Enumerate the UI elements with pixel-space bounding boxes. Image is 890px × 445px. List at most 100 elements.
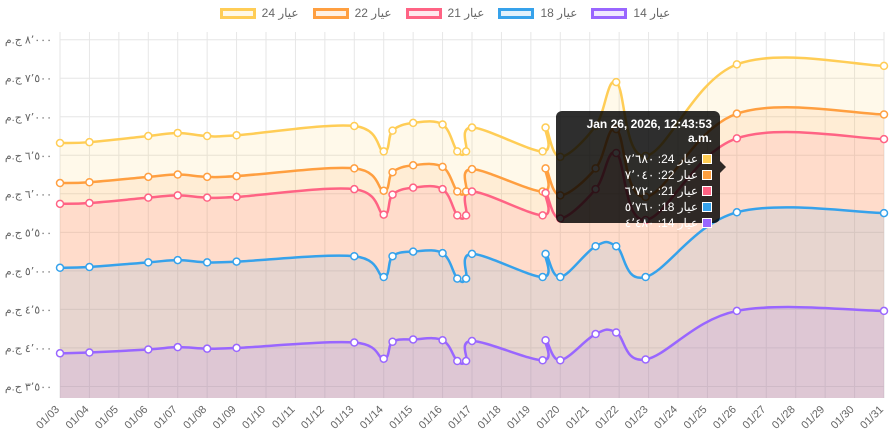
data-point [173,170,182,179]
data-point [388,167,397,177]
legend-swatch-18k [498,7,535,19]
x-tick-label: 01/29 [799,404,827,432]
legend-item-21k[interactable]: عيار 21 [405,6,484,20]
x-tick-label: 01/12 [299,404,327,432]
y-tick-label: ٧٬٥٠٠ ج.م [5,73,52,85]
data-point [591,241,600,251]
data-point [55,138,65,148]
data-point [232,192,241,202]
x-tick-label: 01/07 [152,404,180,432]
legend-item-18k[interactable]: عيار 18 [498,6,577,20]
data-point [232,131,241,140]
data-point [379,272,388,282]
data-point [461,356,471,366]
data-point [879,110,889,119]
y-axis: ٣٬٥٠٠ ج.م ٤٬٠٠٠ ج.م ٤٬٥٠٠ ج.م ٥٬٠٠٠ ج.م ٥٬٥٠… [5,35,52,394]
data-point [538,211,547,220]
data-point [732,134,742,143]
tooltip-color-box [702,170,712,180]
data-point [467,336,477,346]
legend-swatch-21k [405,7,442,19]
legend: عيار 24 عيار 22 عيار 21 عيار 18 عيار 14 [0,6,890,20]
data-point [611,241,621,251]
x-tick-label: 01/09 [211,404,239,432]
data-point [453,211,462,220]
data-point [541,335,550,345]
legend-swatch-24k [219,7,256,19]
data-point [438,335,447,345]
data-point [85,137,94,147]
data-point [453,274,462,283]
data-point [85,348,94,357]
data-point [202,344,212,353]
tooltip-row-label: عيار 21: ٦٬٧٢٠ [624,184,698,198]
data-point [879,306,889,316]
data-point [350,184,359,194]
y-tick-label: ٥٬٠٠٠ ج.م [5,266,52,278]
tooltip-row-label: عيار 18: ٥٬٧٦٠ [624,200,698,214]
data-point [438,248,447,258]
data-point [541,123,550,132]
data-point [350,251,359,261]
x-tick-label: 01/10 [240,404,268,432]
x-tick-label: 01/21 [564,404,592,432]
x-tick-label: 01/13 [328,404,356,432]
legend-item-24k[interactable]: عيار 24 [219,6,299,20]
data-point [461,274,471,283]
y-tick-label: ٦٬٥٠٠ ج.م [5,150,52,162]
data-point [879,208,889,218]
y-tick-label: ٨٬٠٠٠ ج.م [5,35,52,47]
legend-label-18k: عيار 18 [540,6,578,20]
legend-item-14k[interactable]: عيار 14 [591,6,670,20]
data-point [438,184,447,194]
x-tick-label: 01/28 [770,404,798,432]
data-point [55,349,65,358]
y-tick-label: ٣٬٥٠٠ ج.م [5,381,52,393]
y-tick-label: ٥٬٥٠٠ ج.م [5,227,52,239]
data-point [232,257,241,266]
data-point [379,354,388,363]
data-point [408,161,418,170]
data-point [611,77,621,87]
data-point [461,211,471,220]
data-point [538,272,547,282]
data-point [379,147,388,156]
data-point [350,164,359,173]
data-point [541,164,550,173]
x-tick-label: 01/31 [858,404,886,432]
data-point [202,258,212,267]
tooltip-color-box [702,218,712,228]
legend-item-22k[interactable]: عيار 22 [312,6,392,20]
data-point [732,306,742,316]
data-point [232,171,241,181]
legend-label-22k: عيار 22 [354,6,392,20]
data-point [350,121,359,131]
tooltip-row-22k: عيار 22: ٧٬٠٤٠ [564,167,712,183]
data-point [144,172,153,182]
data-point [202,172,212,182]
data-point [467,123,477,132]
data-point [438,162,447,172]
data-point [144,193,153,202]
legend-label-14k: عيار 14 [633,6,671,20]
tooltip-row-14k: عيار 14: ٤٬٤٨٠ [564,215,712,231]
x-tick-label: 01/30 [829,404,857,432]
data-point [202,131,212,141]
tooltip-arrow [720,161,726,173]
x-tick-label: 01/03 [34,404,62,432]
data-point [55,199,65,209]
x-axis: 01/03 01/04 01/05 01/06 01/07 01/08 01/09 01/10… [34,404,886,432]
data-point [408,247,418,256]
x-tick-label: 01/19 [505,404,533,432]
tooltip-color-box [702,154,712,164]
x-tick-label: 01/05 [93,404,121,432]
data-point [538,355,547,365]
tooltip-title: Jan 26, 2026, 12:43:53 a.m. [586,117,712,145]
data-point [144,258,153,267]
legend-swatch-22k [312,7,349,19]
data-point [641,355,650,364]
x-tick-label: 01/26 [711,404,739,432]
data-point [408,183,418,192]
x-tick-label: 01/25 [682,404,710,432]
data-point [388,251,397,261]
